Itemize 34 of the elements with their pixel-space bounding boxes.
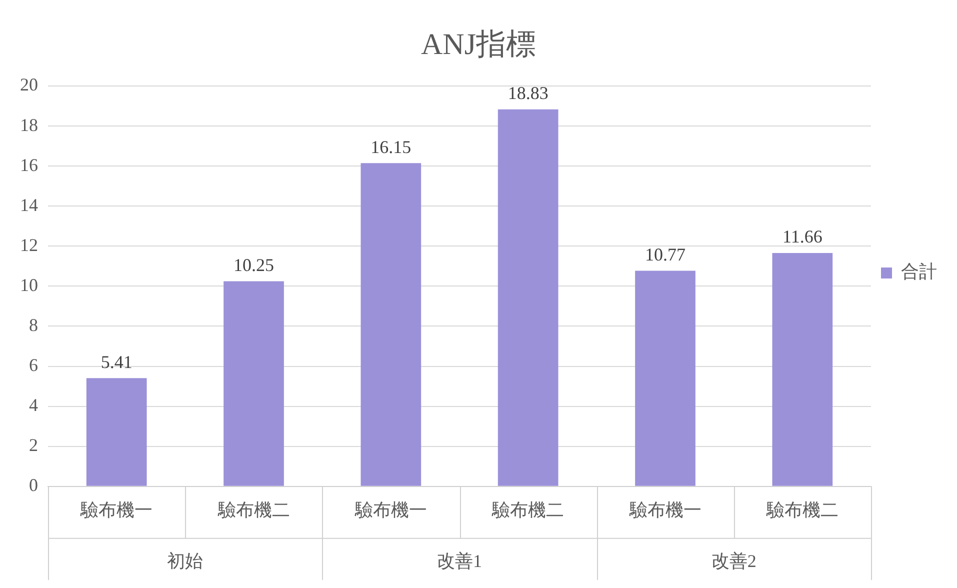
x-tick-label: 驗布機二 — [216, 500, 290, 520]
y-tick-label: 16 — [20, 154, 38, 175]
bar — [635, 270, 696, 486]
text: 初始 — [167, 551, 204, 572]
data-label: 18.83 — [508, 83, 548, 104]
bar — [772, 252, 833, 486]
data-label: 10.25 — [234, 254, 274, 275]
y-tick-label: 2 — [29, 435, 38, 456]
chart-title: ANJ指標 — [420, 28, 536, 61]
y-tick-label: 6 — [29, 355, 38, 376]
y-tick-label: 20 — [20, 74, 38, 95]
y-tick-label: 18 — [20, 114, 38, 135]
x-tick-label: 驗布機一 — [80, 500, 153, 520]
bar — [224, 281, 284, 486]
legend-label: 合計 — [901, 262, 937, 282]
text: 改善1 — [437, 551, 482, 572]
bar — [498, 109, 558, 486]
data-label: 5.41 — [100, 352, 132, 372]
x-tick-label: 驗布機一 — [354, 500, 427, 520]
x-tick-label: 驗布機二 — [765, 500, 838, 520]
y-tick-label: 14 — [20, 194, 38, 215]
data-label: 10.77 — [645, 244, 686, 265]
y-tick-label: 0 — [29, 475, 38, 496]
y-tick-label: 8 — [29, 314, 38, 335]
x-tick-label: 驗布機二 — [491, 500, 564, 520]
bar — [86, 378, 147, 486]
y-tick-label: 4 — [29, 395, 38, 416]
data-label: 16.15 — [370, 136, 412, 157]
x-tick-label: 驗布機一 — [628, 500, 702, 520]
text: 改善2 — [711, 551, 756, 572]
y-tick-label: 12 — [20, 234, 38, 255]
bar — [360, 163, 422, 486]
y-tick-label: 10 — [20, 274, 38, 295]
data-label: 11.66 — [782, 226, 822, 247]
